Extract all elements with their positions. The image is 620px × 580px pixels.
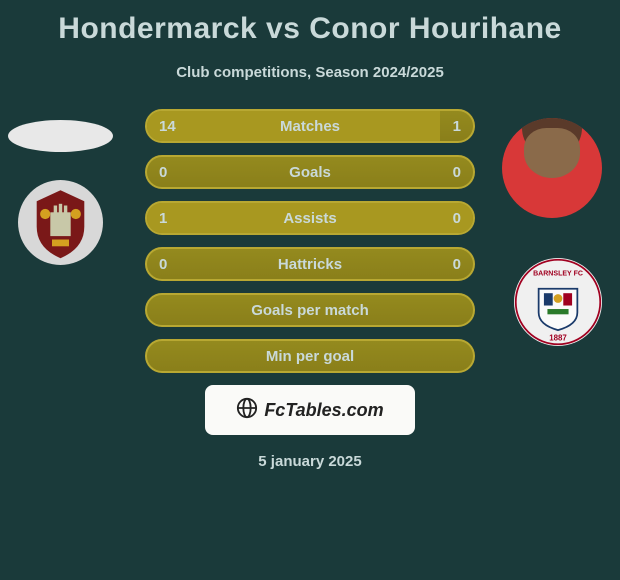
stat-value-left: 0 bbox=[159, 256, 167, 273]
stat-row: Min per goal bbox=[145, 339, 475, 373]
stat-row: 14 1 Matches bbox=[145, 109, 475, 143]
stat-value-right: 0 bbox=[453, 256, 461, 273]
page-subtitle: Club competitions, Season 2024/2025 bbox=[0, 64, 620, 81]
stat-value-right: 0 bbox=[453, 164, 461, 181]
globe-icon bbox=[236, 397, 258, 424]
page-title: Hondermarck vs Conor Hourihane bbox=[0, 0, 620, 46]
stat-label: Goals per match bbox=[251, 302, 369, 319]
footer-date: 5 january 2025 bbox=[0, 453, 620, 470]
stat-value-right: 0 bbox=[453, 210, 461, 227]
stat-label: Min per goal bbox=[266, 348, 354, 365]
stat-row: 1 0 Assists bbox=[145, 201, 475, 235]
brand-badge: FcTables.com bbox=[205, 385, 415, 435]
stat-row: Goals per match bbox=[145, 293, 475, 327]
stats-list: 14 1 Matches 0 0 Goals 1 0 Assists 0 0 Hattricks Goa… bbox=[0, 109, 620, 373]
brand-text: FcTables.com bbox=[264, 400, 383, 421]
stat-value-left: 0 bbox=[159, 164, 167, 181]
stat-label: Matches bbox=[280, 118, 340, 135]
stat-label: Goals bbox=[289, 164, 331, 181]
stat-value-left: 14 bbox=[159, 118, 176, 135]
stat-value-right: 1 bbox=[453, 118, 461, 135]
stat-row: 0 0 Hattricks bbox=[145, 247, 475, 281]
stat-value-left: 1 bbox=[159, 210, 167, 227]
stat-label: Assists bbox=[283, 210, 336, 227]
stat-row: 0 0 Goals bbox=[145, 155, 475, 189]
stat-label: Hattricks bbox=[278, 256, 342, 273]
